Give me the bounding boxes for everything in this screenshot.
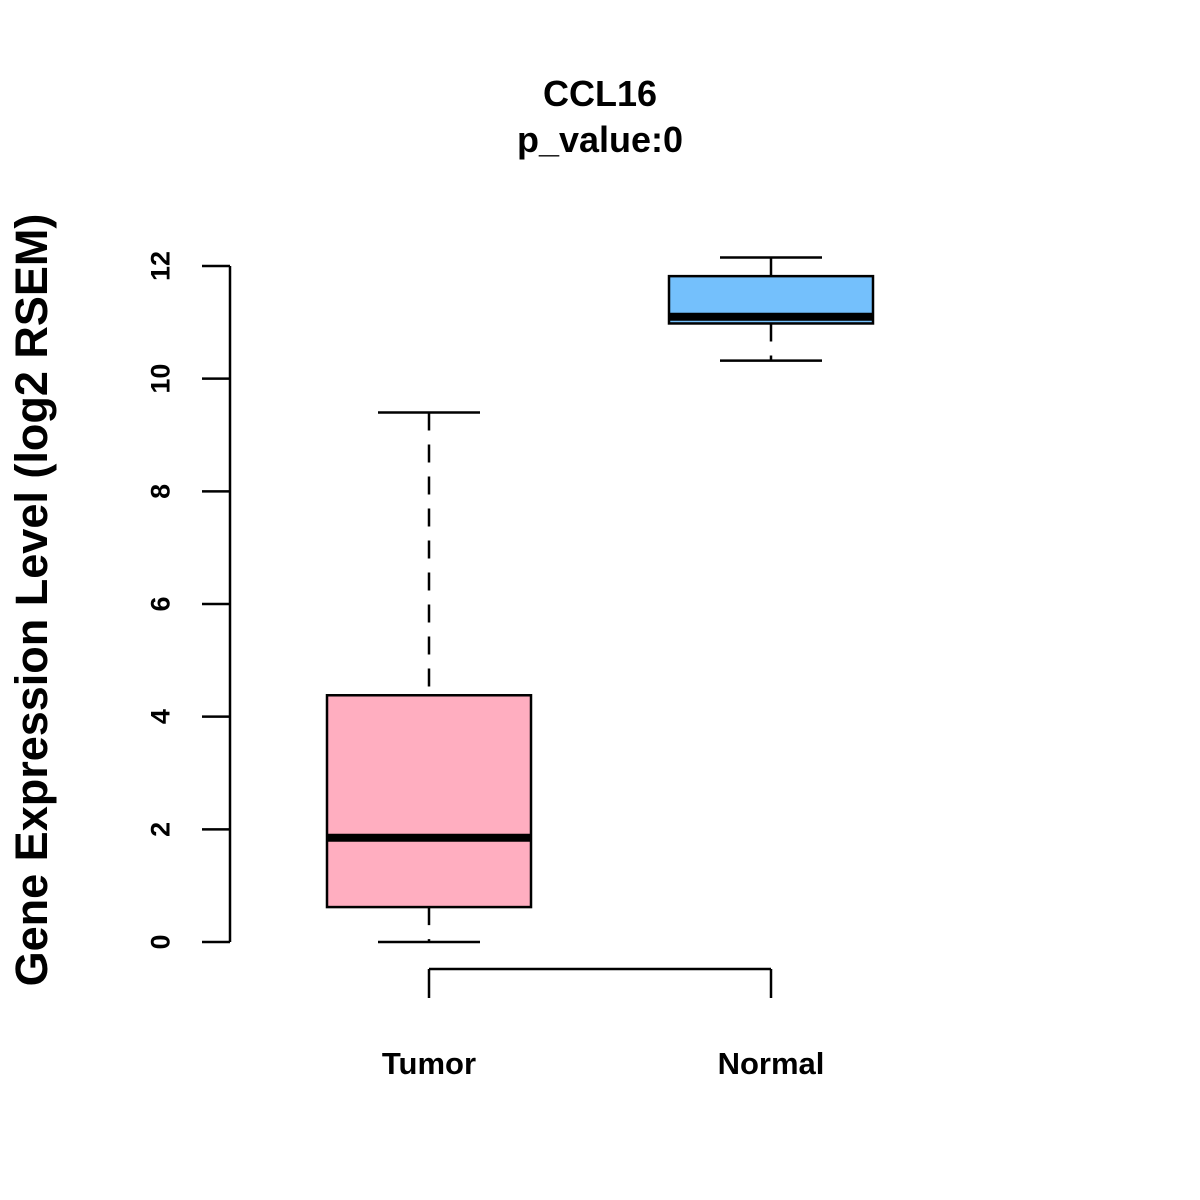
y-tick-label: 6 bbox=[146, 596, 176, 611]
x-category-label: Normal bbox=[718, 1046, 825, 1081]
comparison-bracket bbox=[427, 967, 773, 998]
y-tick-label: 12 bbox=[146, 251, 176, 281]
y-tick-label: 0 bbox=[146, 934, 176, 949]
box-tumor bbox=[325, 411, 533, 944]
chart-title: CCL16 bbox=[543, 73, 657, 114]
iqr-box bbox=[325, 694, 533, 909]
box-normal bbox=[667, 256, 875, 362]
y-tick-label: 4 bbox=[146, 709, 176, 724]
y-tick-label: 2 bbox=[146, 822, 176, 837]
x-category-label: Tumor bbox=[382, 1046, 476, 1081]
y-axis-label: Gene Expression Level (log2 RSEM) bbox=[6, 214, 57, 987]
boxes-group bbox=[325, 256, 875, 944]
y-axis: 0 2 4 6 8 10 12 bbox=[146, 251, 232, 950]
y-tick-label: 8 bbox=[146, 484, 176, 499]
x-axis-labels: Tumor Normal bbox=[382, 1046, 824, 1081]
y-tick-label: 10 bbox=[146, 364, 176, 394]
chart-subtitle: p_value:0 bbox=[517, 119, 683, 160]
